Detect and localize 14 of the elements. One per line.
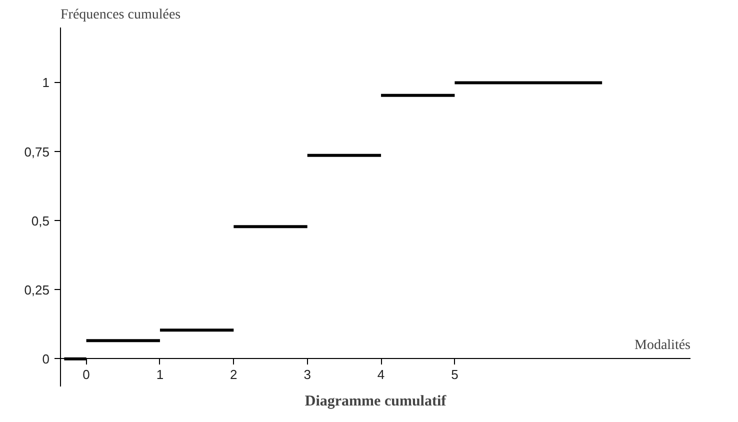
y-tick-label: 0 [42,351,50,366]
y-axis-title: Fréquences cumulées [60,8,181,22]
x-tick-label: 3 [304,366,311,382]
x-axis-title: Modalités [634,338,691,353]
text: Diagramme cumulatif [304,394,448,410]
x-tick-label: 4 [377,366,385,382]
y-tick-label: 0,5 [31,213,50,228]
y-tick-label: 0,75 [24,144,50,160]
y-tick-label: 1 [42,75,50,90]
y-tick-label: 0,25 [24,282,50,298]
x-tick-label: 2 [230,366,238,382]
x-tick-label: 1 [156,366,164,382]
x-tick-label: 0 [82,366,90,382]
x-tick-label: 5 [451,366,458,382]
